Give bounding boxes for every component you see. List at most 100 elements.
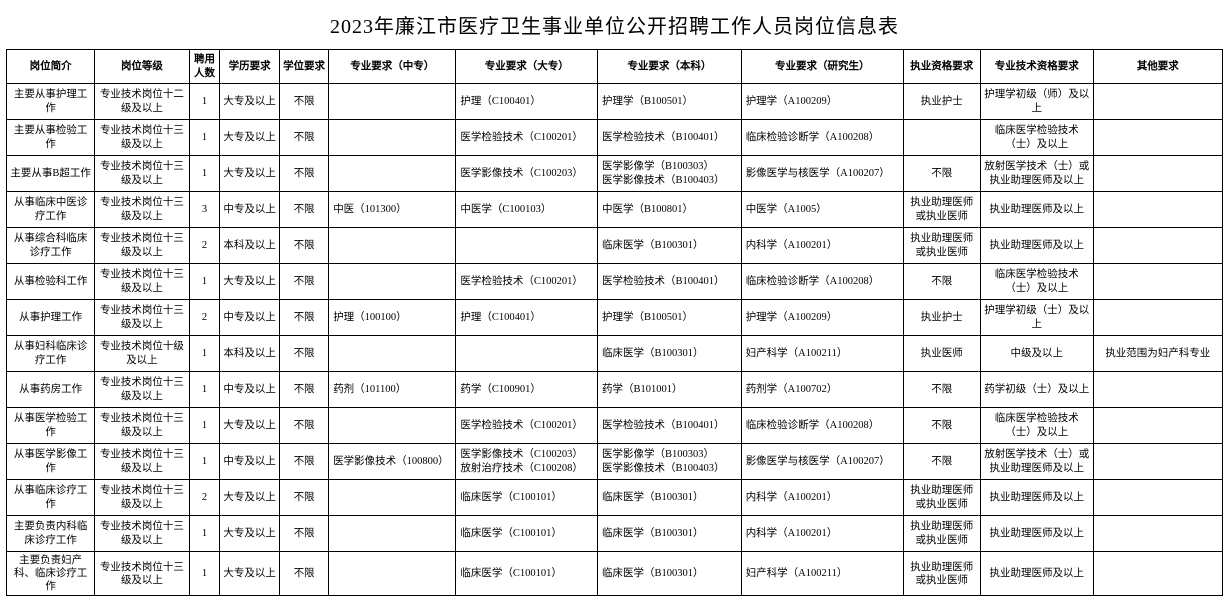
cell: 专业技术岗位十三级及以上 [95,408,189,444]
cell: 专业技术岗位十三级及以上 [95,516,189,552]
cell: 中医学（C100103） [456,192,598,228]
cell: 医学影像学（B100303）医学影像技术（B100403） [598,156,742,192]
cell: 临床医学（B100301） [598,480,742,516]
cell: 放射医学技术（士）或执业助理医师及以上 [980,444,1093,480]
cell: 不限 [903,444,980,480]
cell: 中专及以上 [220,300,280,336]
table-row: 从事医学影像工作专业技术岗位十三级及以上1中专及以上不限医学影像技术（10080… [7,444,1223,480]
col-degree: 学位要求 [279,50,328,84]
cell: 执业助理医师或执业医师 [903,480,980,516]
jobs-table: 岗位简介 岗位等级 聘用人数 学历要求 学位要求 专业要求（中专） 专业要求（大… [6,49,1223,596]
cell [1093,228,1222,264]
cell: 从事护理工作 [7,300,95,336]
cell: 中医学（B100801） [598,192,742,228]
cell: 医学检验技术（C100201） [456,408,598,444]
col-bk: 专业要求（本科） [598,50,742,84]
cell: 护理学初级（师）及以上 [980,84,1093,120]
cell: 执业助理医师及以上 [980,192,1093,228]
cell: 临床医学（B100301） [598,336,742,372]
cell: 执业护士 [903,84,980,120]
cell: 医学影像技术（C100203） [456,156,598,192]
col-intro: 岗位简介 [7,50,95,84]
cell: 大专及以上 [220,408,280,444]
cell: 执业助理医师及以上 [980,228,1093,264]
page-title: 2023年廉江市医疗卫生事业单位公开招聘工作人员岗位信息表 [6,4,1223,49]
table-body: 主要从事护理工作专业技术岗位十二级及以上1大专及以上不限护理（C100401）护… [7,84,1223,596]
cell: 大专及以上 [220,552,280,596]
cell: 不限 [279,264,328,300]
cell: 不限 [279,480,328,516]
cell: 专业技术岗位十三级及以上 [95,192,189,228]
cell: 专业技术岗位十三级及以上 [95,480,189,516]
cell: 大专及以上 [220,264,280,300]
cell [329,84,456,120]
cell: 大专及以上 [220,156,280,192]
cell: 1 [189,372,220,408]
cell: 专业技术岗位十三级及以上 [95,264,189,300]
cell: 不限 [903,156,980,192]
cell: 中医（101300） [329,192,456,228]
cell: 临床检验诊断学（A100208） [741,120,903,156]
cell: 从事医学影像工作 [7,444,95,480]
table-row: 主要从事B超工作专业技术岗位十三级及以上1大专及以上不限医学影像技术（C1002… [7,156,1223,192]
cell: 不限 [279,408,328,444]
cell: 主要从事B超工作 [7,156,95,192]
cell: 护理学（B100501） [598,300,742,336]
cell: 不限 [279,228,328,264]
cell: 1 [189,84,220,120]
cell [1093,408,1222,444]
cell: 1 [189,552,220,596]
cell [1093,444,1222,480]
col-lic: 执业资格要求 [903,50,980,84]
table-head: 岗位简介 岗位等级 聘用人数 学历要求 学位要求 专业要求（中专） 专业要求（大… [7,50,1223,84]
cell: 从事综合科临床诊疗工作 [7,228,95,264]
cell: 3 [189,192,220,228]
cell: 执业助理医师或执业医师 [903,516,980,552]
table-row: 从事医学检验工作专业技术岗位十三级及以上1大专及以上不限医学检验技术（C1002… [7,408,1223,444]
cell: 从事医学检验工作 [7,408,95,444]
cell: 不限 [279,372,328,408]
cell: 1 [189,516,220,552]
cell: 专业技术岗位十三级及以上 [95,120,189,156]
cell [903,120,980,156]
table-row: 主要从事检验工作专业技术岗位十三级及以上1大专及以上不限医学检验技术（C1002… [7,120,1223,156]
cell: 执业助理医师或执业医师 [903,228,980,264]
cell [329,552,456,596]
cell: 主要从事护理工作 [7,84,95,120]
cell: 医学影像学（B100303）医学影像技术（B100403） [598,444,742,480]
cell: 大专及以上 [220,480,280,516]
cell: 执业护士 [903,300,980,336]
cell: 临床医学（B100301） [598,516,742,552]
cell: 执业助理医师或执业医师 [903,192,980,228]
table-row: 从事临床中医诊疗工作专业技术岗位十三级及以上3中专及以上不限中医（101300）… [7,192,1223,228]
cell: 妇产科学（A100211） [741,336,903,372]
cell: 专业技术岗位十三级及以上 [95,300,189,336]
cell: 临床医学（C100101） [456,552,598,596]
cell [329,120,456,156]
cell [456,228,598,264]
cell: 影像医学与核医学（A100207） [741,156,903,192]
cell: 执业范围为妇产科专业 [1093,336,1222,372]
cell: 主要负责妇产科、临床诊疗工作 [7,552,95,596]
cell [329,264,456,300]
cell: 执业助理医师及以上 [980,552,1093,596]
cell [1093,120,1222,156]
cell: 专业技术岗位十三级及以上 [95,552,189,596]
cell: 临床医学（C100101） [456,480,598,516]
cell [1093,480,1222,516]
cell: 从事临床中医诊疗工作 [7,192,95,228]
cell: 内科学（A100201） [741,480,903,516]
cell: 药剂（101100） [329,372,456,408]
cell: 1 [189,336,220,372]
cell: 医学检验技术（C100201） [456,264,598,300]
cell: 临床医学（B100301） [598,228,742,264]
cell: 医学检验技术（B100401） [598,120,742,156]
table-row: 从事妇科临床诊疗工作专业技术岗位十级及以上1本科及以上不限临床医学（B10030… [7,336,1223,372]
cell: 护理学（A100209） [741,84,903,120]
cell: 不限 [279,516,328,552]
cell: 不限 [903,408,980,444]
cell: 医学影像技术（C100203）放射治疗技术（C100208） [456,444,598,480]
cell: 临床医学检验技术（士）及以上 [980,408,1093,444]
cell: 从事检验科工作 [7,264,95,300]
cell: 不限 [279,300,328,336]
